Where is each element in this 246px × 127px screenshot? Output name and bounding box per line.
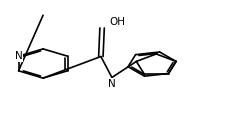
Text: N: N [108,79,116,89]
Text: OH: OH [109,17,125,27]
Text: N: N [15,51,22,61]
